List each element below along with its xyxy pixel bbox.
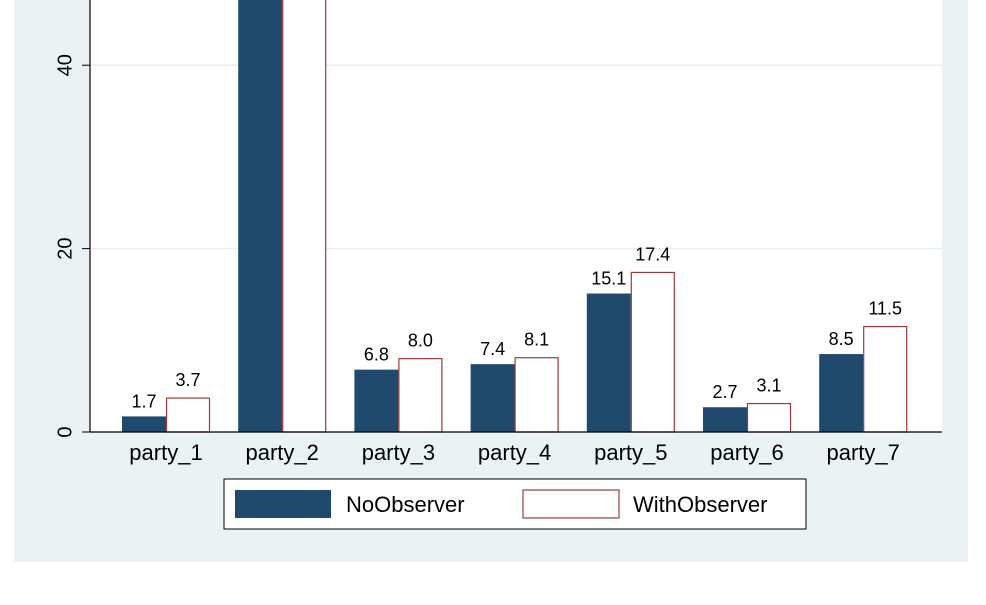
axes: 0 20 40 party_1 party_2 party_3 party_4 party_5… <box>54 0 942 465</box>
value-label-noobserver: 15.1 <box>591 269 626 289</box>
legend: NoObserver WithObserver <box>223 478 807 530</box>
bar-noobserver <box>470 364 515 432</box>
bar-noobserver <box>819 354 864 432</box>
x-tick-label: party_3 <box>362 440 435 465</box>
bar-noobserver <box>586 293 631 432</box>
value-label-noobserver: 6.8 <box>364 345 389 365</box>
value-label-withobserver: 8.1 <box>524 330 549 350</box>
x-tick-label: party_6 <box>710 440 783 465</box>
bar-withobserver <box>630 271 675 433</box>
bar-noobserver <box>703 407 747 432</box>
bar-withobserver <box>165 397 211 433</box>
y-tick-label: 20 <box>54 237 76 259</box>
bar-withobserver <box>746 402 792 433</box>
value-label-withobserver: 17.4 <box>635 244 670 264</box>
value-label-withobserver: 3.1 <box>756 376 781 396</box>
value-label-withobserver: 8.0 <box>408 331 433 351</box>
value-label-noobserver: 7.4 <box>480 339 505 359</box>
bar-noobserver <box>122 416 166 432</box>
value-label-noobserver: 2.7 <box>712 382 737 402</box>
legend-swatch-withobserver <box>522 489 620 519</box>
legend-swatch-noobserver <box>235 490 331 518</box>
bar-noobserver <box>354 369 399 432</box>
y-tick-label: 40 <box>54 54 76 76</box>
value-label-noobserver: 1.7 <box>131 391 156 411</box>
y-tick-label: 0 <box>54 426 76 437</box>
bar-withobserver <box>863 325 908 433</box>
value-labels: 1.7 3.7 6.8 8.0 7.4 8.1 15.1 17.4 2.7 3.1 8.5 11.5 <box>131 244 902 411</box>
value-label-withobserver: 3.7 <box>175 370 200 390</box>
bar-withobserver <box>398 358 443 433</box>
gridlines <box>90 64 942 250</box>
legend-label-noobserver: NoObserver <box>346 492 465 517</box>
x-tick-label: party_2 <box>246 440 319 465</box>
bar-withobserver <box>282 0 327 433</box>
bar-noobserver <box>238 0 283 432</box>
bars <box>122 0 908 433</box>
value-label-withobserver: 11.5 <box>868 299 902 319</box>
legend-label-withobserver: WithObserver <box>633 492 767 517</box>
x-tick-label: party_1 <box>129 440 202 465</box>
x-tick-label: party_5 <box>594 440 667 465</box>
x-tick-label: party_4 <box>478 440 551 465</box>
bar-withobserver <box>514 357 559 433</box>
x-tick-label: party_7 <box>827 440 900 465</box>
value-label-noobserver: 8.5 <box>829 329 854 349</box>
